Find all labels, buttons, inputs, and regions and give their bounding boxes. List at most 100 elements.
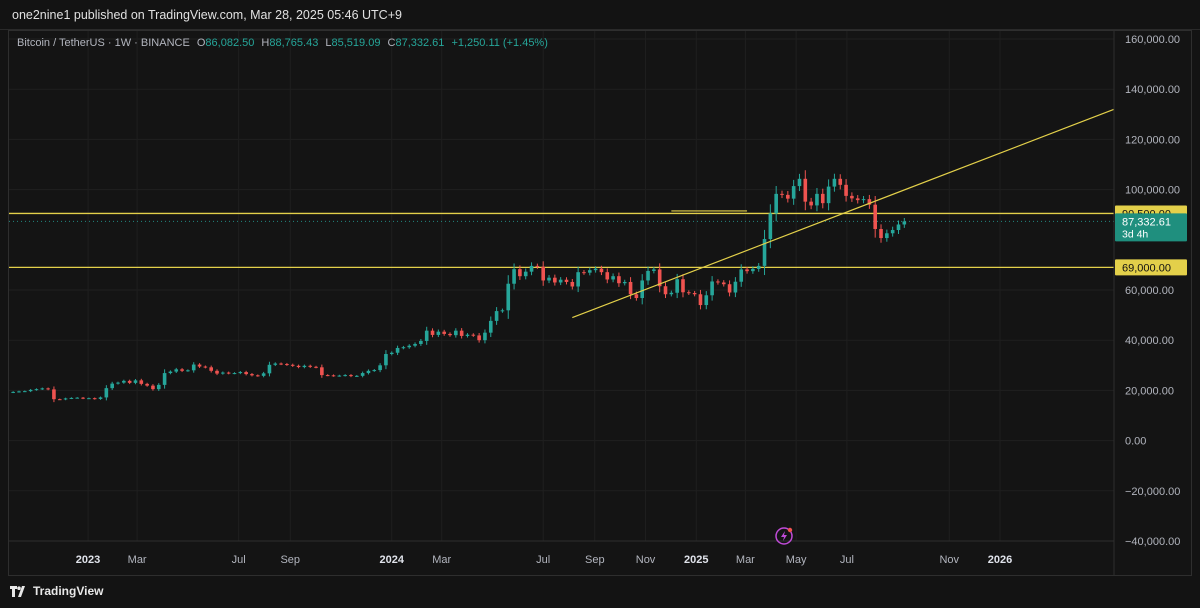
candle	[17, 390, 21, 393]
candle-body	[786, 194, 790, 199]
candle	[378, 363, 382, 373]
candle	[255, 374, 260, 377]
candle-body	[751, 268, 755, 272]
published-text: one2nine1 published on TradingView.com, …	[12, 8, 402, 22]
candle-body	[570, 281, 575, 287]
candle	[442, 329, 446, 336]
candle-body	[290, 364, 295, 366]
candle-body	[442, 331, 446, 334]
time-tick-label: Jul	[536, 554, 550, 566]
price-tick-label: 100,000.00	[1125, 185, 1180, 197]
candle-body	[360, 373, 365, 376]
candle	[791, 179, 796, 205]
candle	[523, 268, 528, 280]
candle-body	[855, 198, 860, 201]
candle-body	[261, 373, 266, 376]
candle-body	[564, 279, 569, 282]
candle-body	[605, 272, 610, 280]
candle	[488, 316, 493, 338]
candle	[500, 308, 505, 313]
candle-body	[477, 335, 481, 341]
candle	[518, 265, 522, 280]
candle-body	[902, 221, 907, 225]
candle-body	[314, 366, 318, 368]
candle-body	[885, 233, 889, 239]
candle	[832, 173, 837, 192]
candle	[541, 261, 545, 286]
candle	[850, 192, 854, 202]
price-tick-label: −40,000.00	[1125, 536, 1180, 548]
chart-pane[interactable]: 160,000.00 140,000.00 120,000.00 100,000.00…	[8, 30, 1192, 576]
candle-body	[745, 269, 749, 272]
brand-name: TradingView	[33, 584, 104, 598]
candle-body	[419, 340, 423, 344]
candle-body	[663, 286, 668, 295]
candle	[63, 397, 68, 401]
candle-body	[867, 199, 872, 205]
lightning-event-icon[interactable]	[775, 527, 793, 545]
candle	[285, 362, 289, 366]
candle-body	[81, 397, 85, 399]
candle-body	[675, 279, 679, 293]
candle-body	[209, 367, 214, 371]
candle	[896, 220, 901, 234]
candle-body	[727, 284, 732, 293]
candle	[576, 266, 580, 293]
candle-body	[698, 294, 703, 306]
candle	[605, 268, 610, 284]
time-tick-label: Mar	[736, 554, 755, 566]
candle-body	[11, 391, 15, 393]
icon-layer[interactable]	[775, 527, 793, 545]
trend-line[interactable]	[572, 108, 1115, 319]
candle-body	[494, 311, 499, 321]
tradingview-brand[interactable]: TradingView	[10, 584, 103, 598]
candle-body	[52, 389, 56, 400]
candle	[826, 179, 831, 211]
candle	[622, 279, 627, 286]
candle-body	[116, 382, 120, 384]
candle	[133, 379, 138, 385]
candle	[186, 369, 190, 372]
candle-body	[809, 201, 813, 206]
candle-body	[523, 271, 528, 277]
candle	[669, 290, 674, 297]
candle-body	[721, 282, 726, 285]
candle-body	[791, 186, 796, 199]
candle-body	[488, 320, 493, 333]
candle-body	[133, 380, 138, 383]
candle-body	[255, 375, 260, 377]
candle-body	[98, 397, 103, 399]
candle	[454, 328, 458, 338]
candle	[535, 263, 540, 269]
candle	[465, 333, 470, 338]
price-chart[interactable]: 160,000.00 140,000.00 120,000.00 100,000.00…	[9, 31, 1192, 576]
candle	[180, 368, 184, 373]
candle	[290, 363, 295, 367]
candle-body	[401, 347, 406, 349]
candle	[104, 385, 109, 401]
price-tick-label: −20,000.00	[1125, 486, 1180, 498]
candle-body	[634, 294, 639, 299]
time-tick-label: 2024	[380, 554, 405, 566]
low-label: L	[325, 37, 332, 49]
drawing-layer[interactable]	[572, 108, 1115, 319]
axis-layer[interactable]: 160,000.00 140,000.00 120,000.00 100,000.00…	[9, 31, 1180, 576]
candle-body	[372, 370, 377, 372]
candle	[168, 370, 173, 375]
candle	[110, 381, 114, 390]
candle	[355, 375, 359, 377]
candle-body	[710, 281, 714, 296]
candle	[663, 282, 668, 299]
candle-body	[593, 268, 598, 271]
candle	[57, 398, 62, 401]
candle-body	[553, 277, 557, 283]
candle	[582, 270, 586, 275]
time-tick-label: 2025	[684, 554, 708, 566]
candle-body	[890, 230, 895, 234]
candle-body	[820, 193, 825, 204]
candle-body	[355, 375, 359, 377]
symbol-title: Bitcoin / TetherUS · 1W · BINANCE	[17, 37, 190, 49]
candle	[156, 383, 161, 391]
candle	[122, 379, 126, 384]
candle-body	[762, 239, 767, 266]
